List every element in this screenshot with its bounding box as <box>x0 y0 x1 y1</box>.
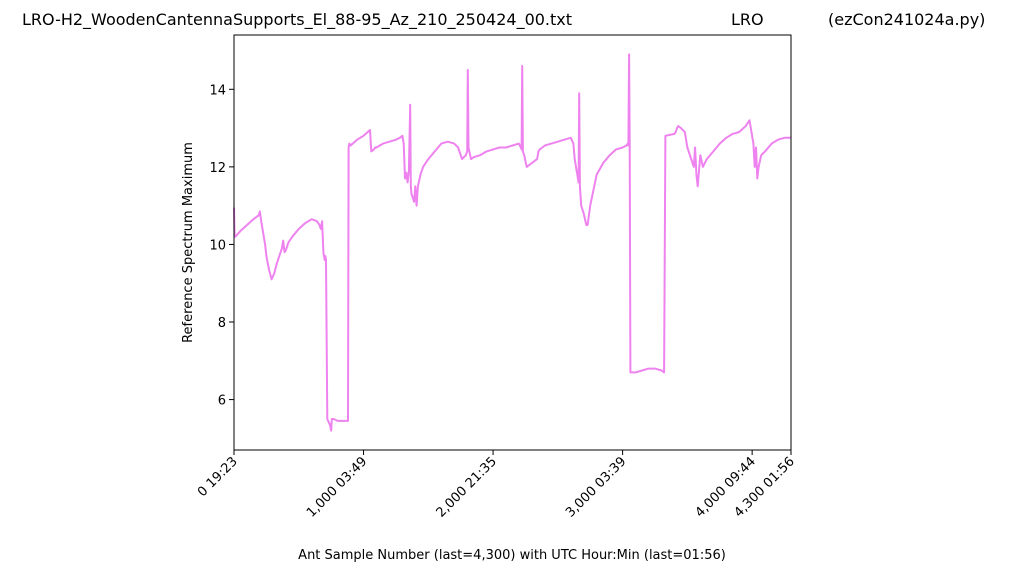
y-axis-label: Reference Spectrum Maximum <box>181 142 196 343</box>
y-tick-label: 12 <box>209 161 226 176</box>
series-line <box>233 53 791 432</box>
axes-frame <box>233 34 792 451</box>
plot-area <box>233 34 792 451</box>
y-tick-label: 10 <box>209 238 226 253</box>
y-tick-label: 14 <box>209 83 226 98</box>
y-axis: 6 8 10 12 14 <box>209 83 234 409</box>
y-tick-label: 6 <box>218 394 226 409</box>
x-axis: 0 19:23 1,000 03:49 2,000 21:35 3,000 03:39… <box>195 450 798 521</box>
x-axis-label: Ant Sample Number (last=4,300) with UTC … <box>298 548 726 563</box>
x-tick-label: 1,000 03:49 <box>304 454 370 520</box>
x-tick-label: 3,000 03:39 <box>563 454 629 520</box>
x-tick-label: 0 19:23 <box>195 454 241 500</box>
x-tick-label: 2,000 21:35 <box>434 454 500 520</box>
chart-title-file: LRO-H2_WoodenCantennaSupports_El_88-95_A… <box>22 10 572 30</box>
y-tick-label: 8 <box>218 316 226 331</box>
chart-title-script: (ezCon241024a.py) <box>828 10 985 29</box>
chart-title-site: LRO <box>731 10 764 29</box>
